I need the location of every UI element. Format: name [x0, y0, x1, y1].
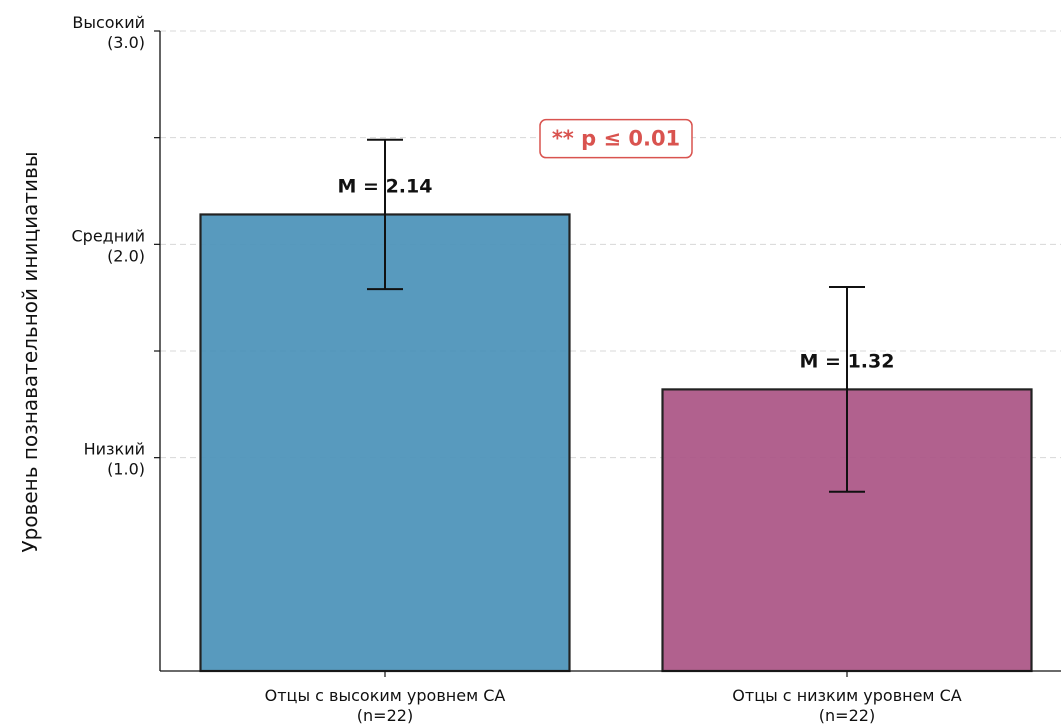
bar-2: [661, 388, 1033, 673]
y-axis-title: Уровень познавательной инициативы: [18, 151, 42, 552]
y-tick-label: Высокий: [72, 13, 145, 32]
y-tick-value: (2.0): [107, 246, 145, 265]
y-tick-value: (1.0): [107, 460, 145, 479]
significance-box: [539, 118, 693, 159]
y-tick-value: (3.0): [107, 33, 145, 52]
bar-1: [199, 213, 571, 673]
x-tick-sample-size: (n=22): [819, 706, 875, 725]
significance-label: ** p ≤ 0.01: [552, 127, 680, 151]
y-tick-label: Средний: [72, 226, 146, 245]
y-tick-label: Низкий: [84, 440, 145, 459]
x-tick-sample-size: (n=22): [357, 706, 413, 725]
x-tick-label: Отцы с высоким уровнем СА: [265, 686, 506, 705]
x-tick-label: Отцы с низким уровнем СА: [732, 686, 961, 705]
